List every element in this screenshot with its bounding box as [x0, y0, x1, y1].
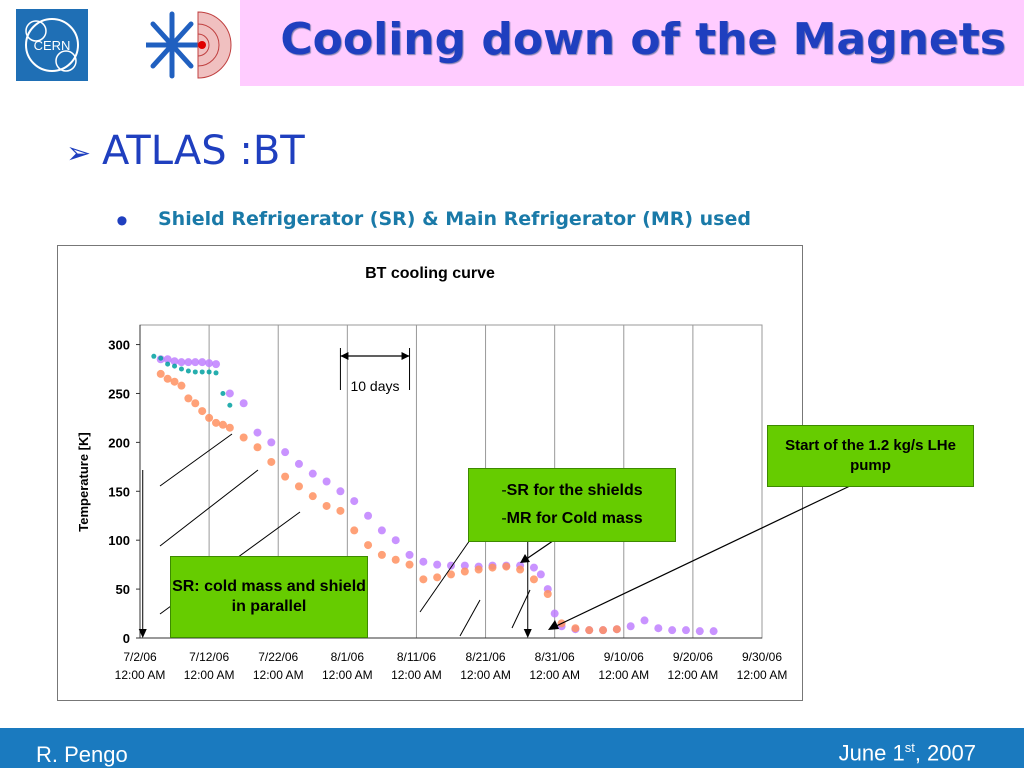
cern-logo-text: CERN	[34, 38, 71, 53]
footer-author: R. Pengo	[36, 742, 128, 767]
footer-date: June 1st, 2007	[839, 740, 976, 766]
callout-sr-parallel: SR: cold mass and shield in parallel	[170, 556, 368, 638]
callout-sr-shields: -SR for the shields	[501, 482, 642, 500]
snowflake-magnet-logo	[143, 4, 232, 86]
dash-1: -	[501, 482, 507, 499]
callout-sr-shields-text: SR for the shields	[506, 482, 643, 499]
title-bar: Cooling down of the Magnets	[240, 0, 1024, 86]
callout-pump-start: Start of the 1.2 kg/s LHe pump	[767, 425, 974, 487]
callout-pump-start-text: Start of the 1.2 kg/s LHe pump	[785, 437, 956, 474]
callout-sr-mr: -SR for the shields -MR for Cold mass	[468, 468, 676, 542]
footer-date-sup: st	[904, 740, 915, 755]
callout-mr-cold-mass: -MR for Cold mass	[501, 510, 642, 528]
callout-sr-parallel-text: SR: cold mass and shield in parallel	[172, 578, 366, 615]
footer-date-year: , 2007	[914, 740, 976, 766]
footer-date-main: June 1	[838, 740, 905, 766]
cern-logo: CERN	[16, 9, 88, 81]
dash-2: -	[501, 510, 507, 527]
slide-heading: ATLAS :BT	[102, 128, 305, 174]
arrow-bullet-icon: ➢	[66, 136, 92, 171]
bullet-text: Shield Refrigerator (SR) & Main Refriger…	[158, 208, 751, 230]
callout-mr-cold-mass-text: MR for Cold mass	[506, 510, 643, 527]
bullet-dot-icon: •	[116, 202, 128, 240]
slide-title: Cooling down of the Magnets	[280, 14, 1006, 65]
footer-bar	[0, 728, 1024, 768]
chart-frame	[57, 245, 803, 701]
